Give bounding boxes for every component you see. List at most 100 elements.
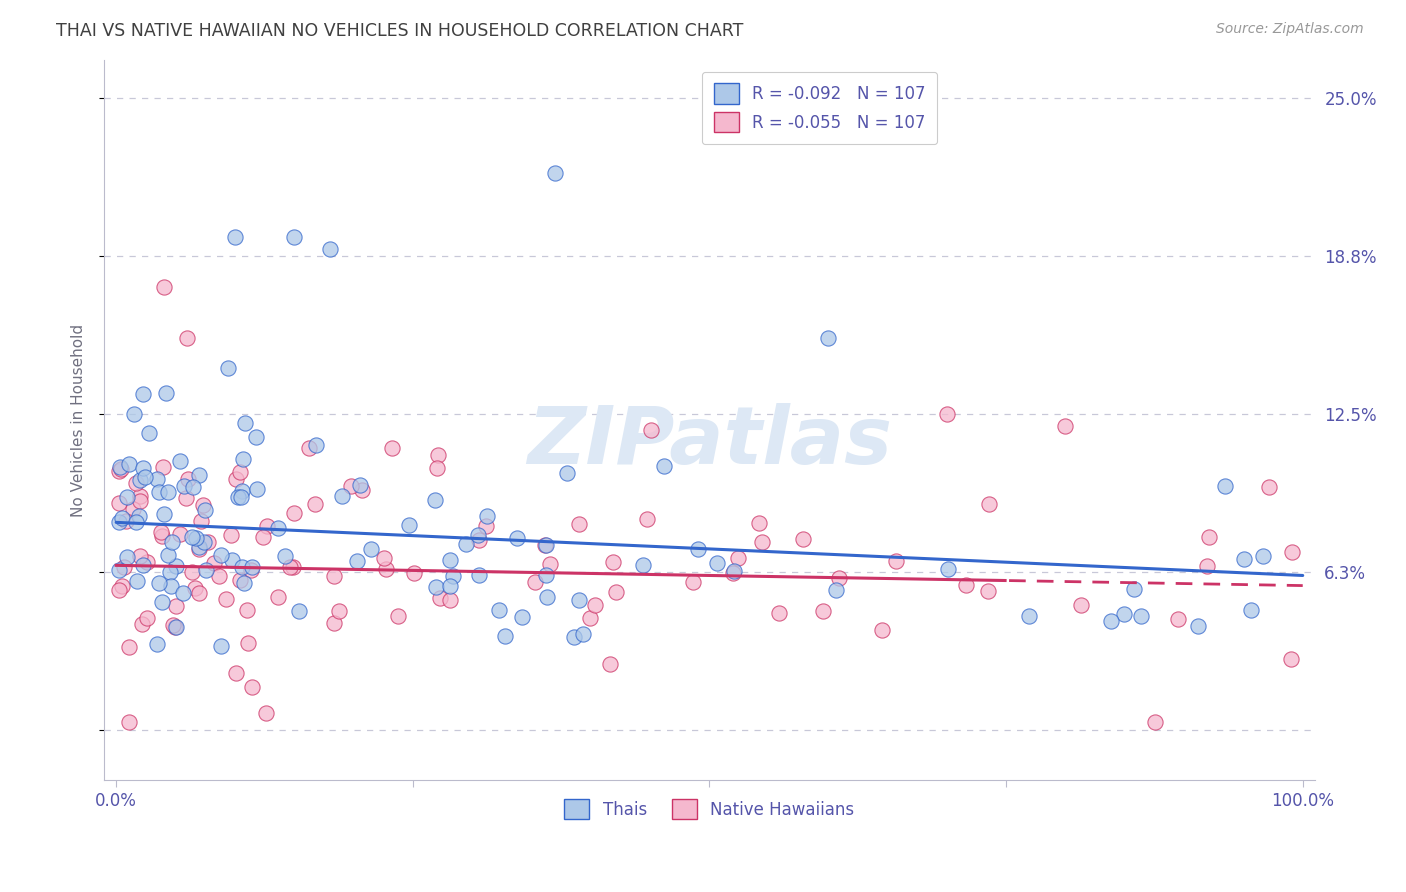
Point (156, 549, 179, 563)
Point (1213, 478, 1236, 492)
Point (281, 560, 304, 574)
Text: ZIPatlas: ZIPatlas (527, 402, 891, 481)
Point (209, 549, 232, 563)
Point (219, 528, 242, 542)
Point (110, 461, 132, 475)
Point (136, 555, 159, 569)
Point (181, 480, 204, 494)
Point (1187, 619, 1209, 633)
Text: Source: ZipAtlas.com: Source: ZipAtlas.com (1216, 22, 1364, 37)
Point (768, 606, 790, 620)
Point (125, 515, 148, 529)
Point (467, 533, 489, 548)
Point (488, 603, 510, 617)
Point (686, 541, 709, 556)
Point (112, 560, 135, 574)
Point (152, 507, 174, 521)
Point (524, 575, 547, 590)
Point (439, 593, 461, 607)
Point (323, 569, 346, 583)
Point (727, 551, 749, 566)
Point (224, 229, 246, 244)
Point (225, 665, 247, 680)
Point (305, 438, 328, 452)
Point (129, 473, 152, 487)
Point (107, 515, 129, 529)
Point (221, 553, 243, 567)
Point (190, 514, 212, 528)
Point (425, 580, 447, 594)
Point (118, 458, 141, 472)
Point (346, 554, 368, 568)
Point (474, 519, 496, 533)
Y-axis label: No Vehicles in Household: No Vehicles in Household (72, 324, 86, 516)
Point (429, 591, 451, 606)
Point (1123, 582, 1146, 596)
Point (936, 562, 959, 576)
Point (1253, 549, 1275, 563)
Point (886, 554, 908, 568)
Point (136, 611, 159, 625)
Point (423, 492, 446, 507)
Point (1099, 614, 1122, 628)
Point (340, 479, 363, 493)
Point (152, 460, 174, 475)
Point (180, 530, 202, 544)
Point (150, 524, 173, 539)
Point (231, 559, 253, 574)
Point (534, 538, 557, 552)
Point (240, 562, 263, 576)
Point (150, 595, 173, 609)
Point (427, 448, 450, 462)
Point (195, 563, 218, 577)
Point (439, 579, 461, 593)
Point (319, 242, 342, 256)
Point (108, 459, 131, 474)
Point (1054, 419, 1077, 434)
Point (467, 567, 489, 582)
Point (494, 629, 516, 643)
Point (350, 483, 373, 497)
Point (426, 461, 449, 475)
Point (232, 575, 254, 590)
Text: THAI VS NATIVE HAWAIIAN NO VEHICLES IN HOUSEHOLD CORRELATION CHART: THAI VS NATIVE HAWAIIAN NO VEHICLES IN H… (56, 22, 744, 40)
Point (177, 472, 200, 486)
Point (229, 573, 252, 587)
Point (323, 615, 346, 630)
Point (813, 603, 835, 617)
Point (245, 482, 267, 496)
Point (252, 529, 274, 543)
Point (454, 537, 477, 551)
Point (129, 494, 152, 508)
Point (188, 586, 211, 600)
Point (1198, 530, 1220, 544)
Point (128, 489, 150, 503)
Point (217, 361, 239, 376)
Point (229, 465, 252, 479)
Point (640, 423, 662, 437)
Point (267, 521, 290, 535)
Point (572, 626, 595, 640)
Point (165, 620, 187, 634)
Point (283, 506, 305, 520)
Point (374, 561, 396, 575)
Point (202, 556, 225, 570)
Point (536, 590, 558, 604)
Point (977, 497, 1000, 511)
Point (134, 470, 156, 484)
Point (162, 617, 184, 632)
Point (187, 541, 209, 555)
Point (125, 476, 148, 491)
Point (510, 610, 533, 624)
Point (824, 582, 846, 597)
Point (605, 585, 627, 599)
Point (636, 511, 658, 525)
Point (129, 549, 152, 563)
Point (935, 407, 957, 421)
Point (304, 498, 326, 512)
Point (125, 574, 148, 589)
Point (231, 491, 253, 505)
Point (330, 489, 353, 503)
Point (131, 616, 153, 631)
Point (631, 558, 654, 572)
